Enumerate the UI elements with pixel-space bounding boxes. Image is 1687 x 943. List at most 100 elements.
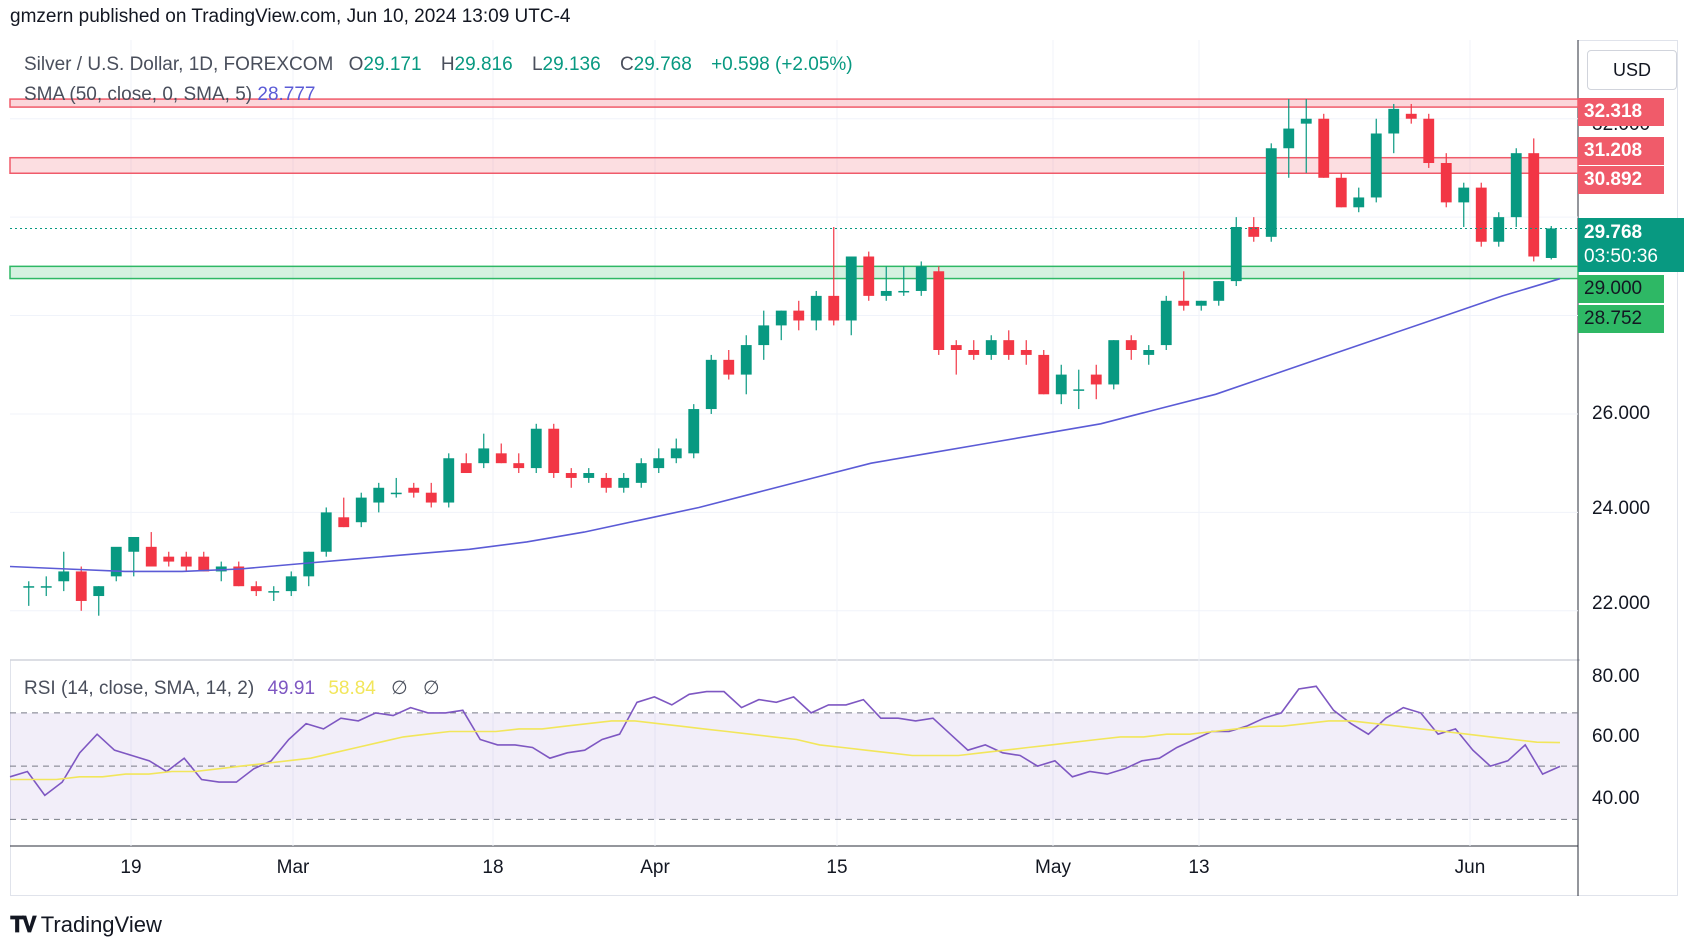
candle-down <box>1475 187 1487 242</box>
tradingview-logo-icon: 𝐓𝐕 <box>10 912 37 937</box>
candle-up <box>810 295 822 321</box>
current-price-tag[interactable]: 29.768 03:50:36 <box>1578 218 1684 272</box>
candle-down <box>1405 113 1417 119</box>
rsi-ma-line <box>10 720 1561 781</box>
candle-down <box>1528 153 1540 257</box>
candle-up <box>390 492 402 495</box>
open-value: 29.171 <box>363 54 422 75</box>
candle-up <box>443 458 455 503</box>
candle-up <box>1195 300 1207 306</box>
candle-up <box>880 290 892 296</box>
candle-up <box>1458 187 1470 203</box>
candle-down <box>1125 340 1137 350</box>
high-label: H <box>440 54 455 75</box>
support-tag-zone-bottom[interactable]: 28.752 <box>1578 305 1664 333</box>
candle-up <box>1370 133 1382 198</box>
candle-up <box>898 290 910 293</box>
x-tick-19: 19 <box>120 857 142 878</box>
candle-down <box>338 517 350 528</box>
close-label: C <box>619 54 634 75</box>
x-tick-mar: Mar <box>276 857 310 878</box>
candle-up <box>40 586 52 588</box>
rsi-ma-value: 58.84 <box>328 678 376 699</box>
resistance-tag-zone-bottom[interactable]: 30.892 <box>1578 166 1664 194</box>
candle-up <box>58 571 70 582</box>
candle-down <box>723 359 735 375</box>
sma-value: 28.777 <box>257 84 316 105</box>
candle-up <box>110 546 122 577</box>
candle-down <box>75 571 87 601</box>
candle-up <box>740 345 752 375</box>
candle-down <box>408 487 420 493</box>
candle-down <box>198 556 210 572</box>
ohlc-legend: Silver / U.S. Dollar, 1D, FOREXCOM O29.1… <box>24 54 867 76</box>
y-tick-24: 24.000 <box>1592 498 1651 519</box>
price-pane[interactable] <box>10 40 1578 660</box>
candle-down <box>1440 163 1452 203</box>
candle-up <box>93 586 105 597</box>
rsi-pane <box>10 712 1578 820</box>
candle-down <box>1248 226 1260 237</box>
candle-up <box>775 310 787 326</box>
x-tick-jun: Jun <box>1454 857 1486 878</box>
candle-down <box>863 256 875 296</box>
candle-down <box>950 345 962 350</box>
candle-down <box>163 556 175 562</box>
open-label: O <box>348 54 364 75</box>
sma-label: SMA (50, close, 0, SMA, 5) <box>24 84 253 105</box>
candle-up <box>373 487 385 503</box>
candle-up <box>1073 389 1085 391</box>
candle-up <box>583 473 595 478</box>
candle-up <box>320 512 332 552</box>
support-tag-zone-top[interactable]: 29.000 <box>1578 275 1664 303</box>
candle-down <box>460 463 472 474</box>
sma-legend[interactable]: SMA (50, close, 0, SMA, 5) 28.777 <box>24 84 316 106</box>
candle-up <box>758 325 770 346</box>
candle-up <box>128 536 140 552</box>
resistance-tag-upper[interactable]: 32.318 <box>1578 98 1664 126</box>
candle-up <box>478 448 490 464</box>
candle-up <box>845 256 857 321</box>
rsi-line <box>9 685 1561 797</box>
candle-up <box>1493 217 1505 242</box>
y-tick-26: 26.000 <box>1592 403 1651 424</box>
rsi-tick-60: 60.00 <box>1592 726 1640 747</box>
candle-up <box>670 448 682 459</box>
candle-down <box>1090 374 1102 385</box>
candle-down <box>250 586 262 592</box>
candle-down <box>968 350 980 355</box>
support-zone <box>9 265 1579 280</box>
tradingview-logo[interactable]: 𝐓𝐕 TradingView <box>10 912 162 938</box>
candle-down <box>495 453 507 464</box>
candle-up <box>1353 197 1365 208</box>
resistance-zone <box>9 156 1579 175</box>
candle-up <box>1055 374 1067 395</box>
candle-down <box>1423 118 1435 164</box>
candle-down <box>233 566 245 587</box>
candlesticks <box>23 99 1557 616</box>
resistance-tag-zone-top[interactable]: 31.208 <box>1578 137 1664 165</box>
candle-up <box>985 340 997 355</box>
rsi-legend[interactable]: RSI (14, close, SMA, 14, 2) 49.91 58.84 … <box>24 677 440 700</box>
candle-up <box>1300 118 1312 124</box>
change-value: +0.598 (+2.05%) <box>711 54 853 75</box>
candle-down <box>513 463 525 469</box>
x-tick-18: 18 <box>482 857 504 878</box>
rsi-tick-40: 40.00 <box>1592 788 1640 809</box>
candle-down <box>565 473 577 478</box>
candle-down <box>793 310 805 321</box>
published-header: gmzern published on TradingView.com, Jun… <box>10 6 571 27</box>
candle-up <box>915 266 927 291</box>
candle-down <box>1020 350 1032 355</box>
candle-up <box>1108 340 1120 385</box>
candle-up <box>268 591 280 593</box>
sma-line <box>9 277 1561 573</box>
symbol-label[interactable]: Silver / U.S. Dollar, 1D, FOREXCOM <box>24 54 334 75</box>
rsi-tick-80: 80.00 <box>1592 666 1640 687</box>
candle-up <box>705 359 717 410</box>
currency-button[interactable]: USD <box>1587 50 1677 90</box>
y-tick-22: 22.000 <box>1592 593 1651 614</box>
candle-up <box>1510 153 1522 218</box>
tradingview-logo-text: TradingView <box>40 912 162 937</box>
